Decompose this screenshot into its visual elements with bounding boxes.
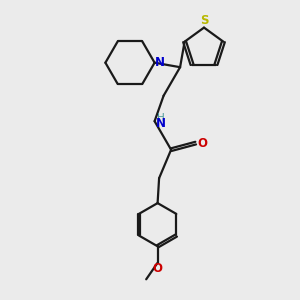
Text: O: O [197, 136, 207, 150]
Text: N: N [154, 56, 164, 69]
Text: H: H [157, 112, 165, 123]
Text: S: S [200, 14, 208, 28]
Text: O: O [153, 262, 163, 275]
Text: N: N [156, 117, 166, 130]
